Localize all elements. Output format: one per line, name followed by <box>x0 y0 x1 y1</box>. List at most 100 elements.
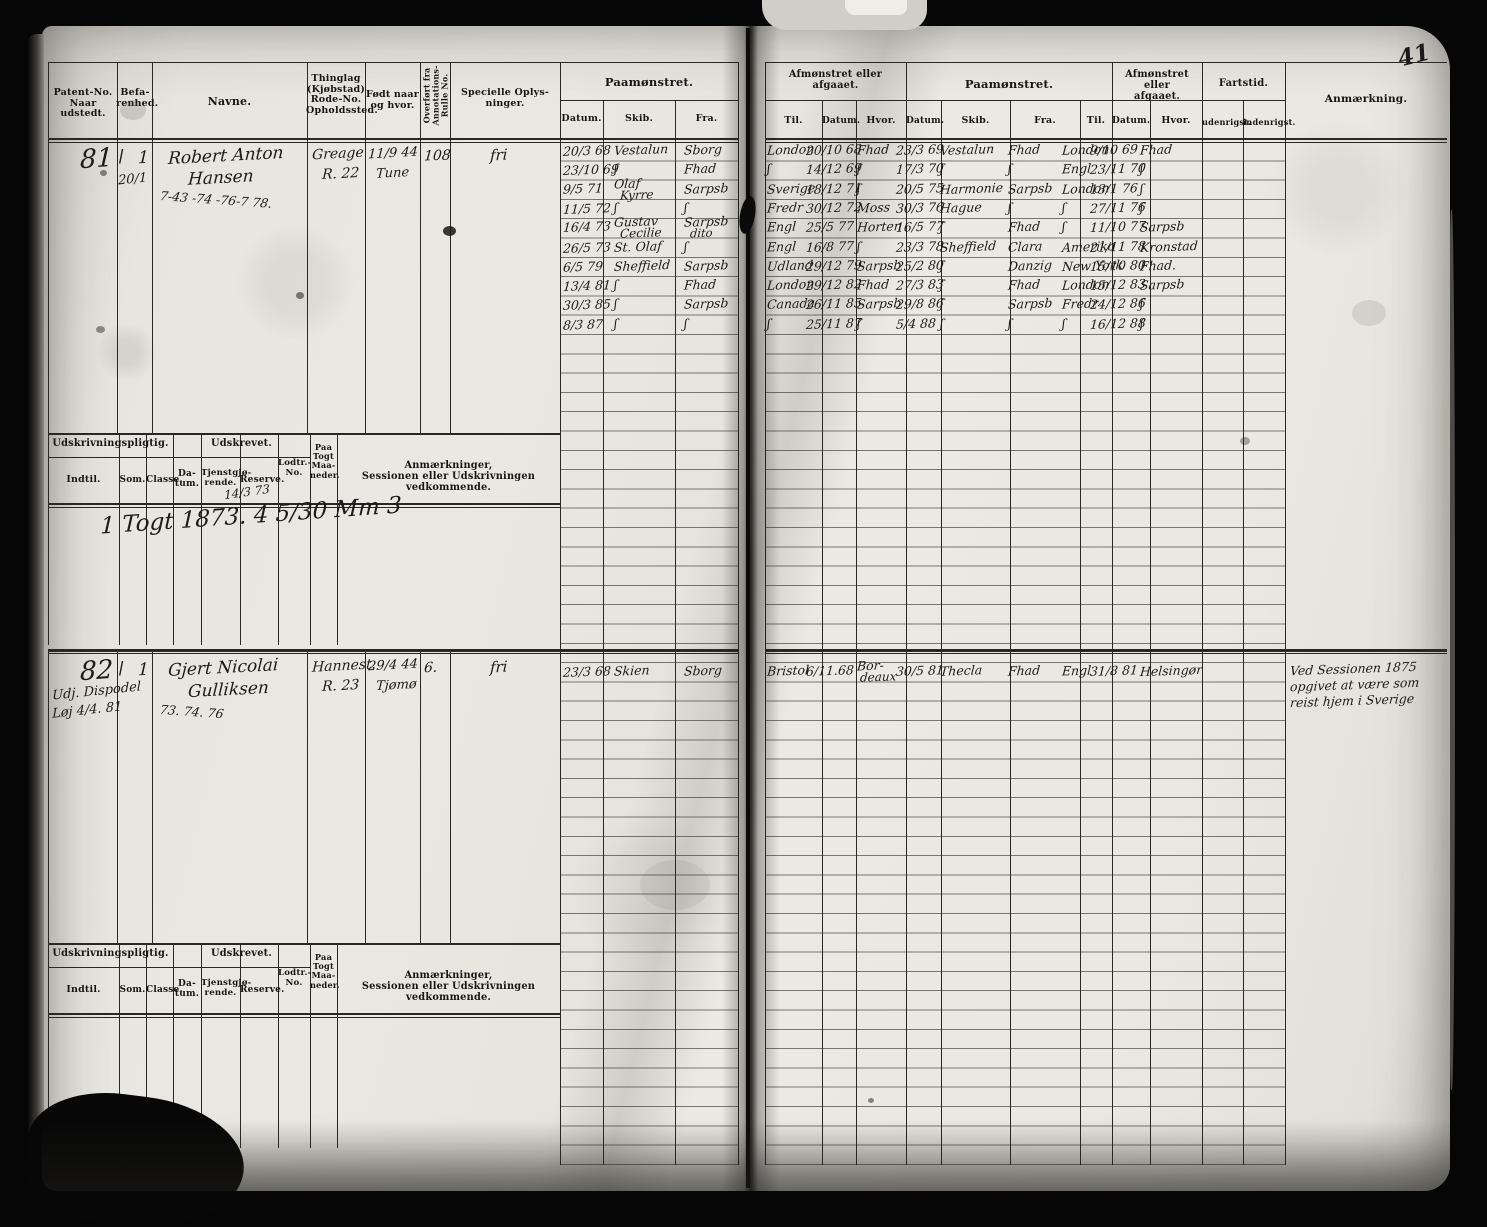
paam-datum: 17/3 70 <box>895 160 945 178</box>
grid-line-vertical <box>119 943 120 1148</box>
header-paamonstret-right: Paamønstret. <box>964 77 1054 91</box>
grid-line-vertical <box>48 62 49 433</box>
anmaerkning-note-line: reist hjem i Sverige <box>1289 690 1415 711</box>
header-afmonstret-1-line: afgaaet. <box>812 79 859 91</box>
grid-line-horizontal <box>48 433 560 435</box>
grid-line-vertical <box>117 62 118 433</box>
subheader-udskrivningspligtig-1: Udskrivningspligtig. <box>52 948 169 959</box>
paam-datum: 30/5 81 <box>895 662 945 679</box>
subheader-som-1: Som. <box>119 985 146 995</box>
header-thinglag-line: Thinglag <box>311 73 361 84</box>
afm2-datum: 27/11 76 <box>1089 198 1147 216</box>
afm-datum: 14/12 69 <box>805 160 863 178</box>
born-date: 11/9 44 <box>367 144 419 163</box>
header-befarenhed-line: renhed. <box>116 97 159 109</box>
name-line-1: Gjert Nicolai <box>167 655 279 681</box>
header-hvor-2: Hvor. <box>1161 115 1191 126</box>
thinglag-line-2: R. 22 <box>321 164 360 184</box>
paam-datum: 29/8 86 <box>895 295 945 313</box>
header-til-2: Til. <box>1086 115 1106 126</box>
subheader-paa-togt-1: Paa Togt Maa-neder. <box>310 952 340 990</box>
afm-datum: 30/12 72 <box>805 198 863 216</box>
paam-skib: Sheffield <box>939 237 997 255</box>
ink-blot <box>96 326 105 333</box>
afm-datum: 29/12 79 <box>805 256 863 274</box>
afm2-hvor: Fhad. <box>1139 257 1177 274</box>
afm2-datum: 24/12 86 <box>1089 295 1147 313</box>
grid-line-horizontal <box>765 100 906 101</box>
header-udenrigst: udenrigst. <box>1202 117 1252 127</box>
grid-line-horizontal <box>173 457 310 458</box>
muster-datum: 6/5 79 <box>562 258 604 275</box>
afm2-hvor: Kronstad <box>1139 237 1199 255</box>
grid-line-vertical <box>48 649 49 943</box>
subheader-anmaerkninger-1: Anmærkninger, Sessionen eller Udskrivning… <box>337 970 560 1004</box>
subheader-classe-1: Classe. <box>146 985 183 995</box>
ink-blot <box>443 226 456 236</box>
header-specielle-oplysninger: Specielle Oplys-ninger. <box>450 87 560 109</box>
subheader-indtil-1: Indtil. <box>66 984 101 995</box>
ink-blot <box>640 860 710 910</box>
subheader-paa-togt-0-line: Paa <box>314 442 333 452</box>
muster-skib-line2: Kyrre <box>619 186 655 203</box>
grid-line-vertical <box>173 433 174 645</box>
margin-scrawl: Løj 4/4. 81 <box>52 699 123 722</box>
subheader-datum-1: Da-tum. <box>173 979 201 999</box>
muster-datum: 23/3 68 <box>562 663 612 680</box>
subheader-reserve-1: Reserve. <box>240 985 285 995</box>
grid-line-vertical <box>1285 62 1286 1165</box>
specielle-value: fri <box>489 145 508 165</box>
paam-fra: Sarpsb <box>1007 179 1053 197</box>
subheader-datum-1-line: tum. <box>174 989 200 1000</box>
grid-line-vertical <box>152 649 153 943</box>
header-skib-right: Skib. <box>961 115 990 126</box>
befarenhed-value: 1 <box>137 147 150 169</box>
grid-line-horizontal <box>1112 100 1202 101</box>
subheader-udskrivningspligtig-0: Udskrivningspligtig. <box>52 438 169 449</box>
thinglag-line-1: Greage <box>311 144 365 164</box>
subheader-paa-togt-0-line: Maa- <box>311 460 336 471</box>
grid-line-horizontal <box>48 1013 560 1015</box>
paam-datum: 23/3 69 <box>895 141 945 158</box>
header-patent-no-line: Patent-No. <box>53 87 113 98</box>
paam-datum: 25/2 80 <box>895 256 945 274</box>
subheader-lodtr-no-0: Lodtr.- No. <box>278 458 311 478</box>
paam-til: Engl <box>1061 160 1092 177</box>
grid-line-horizontal <box>48 457 173 458</box>
subheader-paa-togt-1-line: Maa- <box>311 970 336 981</box>
header-thinglag-line: (Kjøbstad) <box>306 83 366 95</box>
muster-datum: 20/3 68 <box>562 142 612 159</box>
grid-line-vertical <box>240 943 241 1148</box>
bottom-shadow <box>42 1120 1450 1191</box>
afm2-datum: 15/10 80 <box>1089 256 1147 274</box>
grid-line-horizontal <box>48 649 738 652</box>
header-afmonstret-1: Afmønstret eller afgaaet. <box>765 69 906 92</box>
grid-line-vertical <box>337 943 338 1148</box>
grid-line-vertical <box>337 433 338 645</box>
grid-line-vertical <box>152 62 153 433</box>
grid-line-vertical <box>560 62 561 1165</box>
grid-line-horizontal <box>48 943 560 945</box>
header-datum-2: Datum. <box>906 116 945 126</box>
grid-line-vertical <box>173 943 174 1148</box>
muster-fra: Fhad <box>683 160 717 177</box>
paam-fra: Fhad <box>1007 276 1041 293</box>
ink-blot <box>120 100 146 120</box>
header-datum-1: Datum. <box>822 116 861 126</box>
grid-line-vertical <box>201 433 202 645</box>
header-indenrigst: indenrigst. <box>1243 117 1296 127</box>
subheader-datum-0: Da-tum. <box>173 469 201 489</box>
befarenhed-value: 1 <box>137 659 150 681</box>
subheader-tjenstgjorende-1: Tjenstgjø-rende. <box>201 978 251 998</box>
header-specielle-oplysninger-line: ninger. <box>485 97 525 109</box>
afm2-datum: 11/10 77 <box>1089 218 1147 236</box>
header-overfort-annotations-line: Rulle No. <box>439 73 450 118</box>
paam-fra: Clara <box>1007 237 1043 255</box>
subheader-anmaerkninger-1-line: Anmærkninger, <box>404 970 493 981</box>
afm2-hvor: Sarpsb <box>1139 276 1185 293</box>
grid-line-vertical <box>420 62 421 433</box>
afm2-datum: 13/1 76 <box>1089 179 1139 197</box>
name-line-2: Gulliksen <box>187 677 270 703</box>
afm-datum: 20/10 68 <box>805 141 863 158</box>
grid-line-horizontal <box>173 967 310 968</box>
